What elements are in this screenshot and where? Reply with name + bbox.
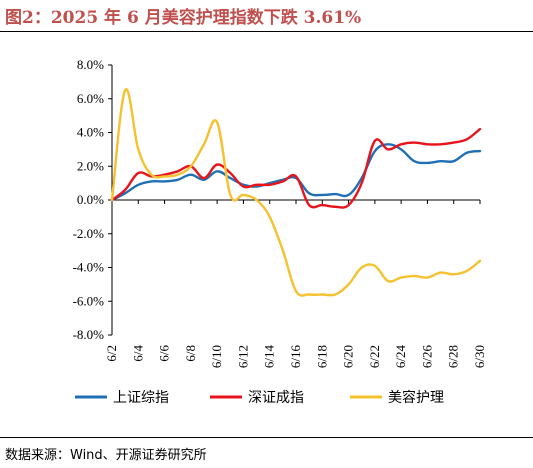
- y-tick-label: -6.0%: [73, 293, 105, 308]
- data-source: 数据来源：Wind、开源证券研究所: [5, 448, 207, 463]
- y-tick-label: 6.0%: [77, 91, 104, 106]
- y-tick-label: 2.0%: [77, 158, 104, 173]
- legend: 上证综指 深证成指 美容护理: [75, 389, 444, 406]
- x-tick-label: 6/2: [104, 345, 119, 362]
- series-line-1: [110, 143, 482, 202]
- x-tick-label: 6/4: [130, 345, 145, 362]
- legend-label: 深证成指: [248, 390, 304, 406]
- x-tick-label: 6/6: [157, 345, 172, 362]
- bottom-divider: [0, 437, 533, 438]
- y-tick-label: 0.0%: [77, 192, 104, 207]
- series-layer: [110, 88, 482, 297]
- x-axis: 6/2 6/4 6/6 6/8 6/10 6/12 6/14 6/16 6/18 6/20 6/22…: [104, 199, 487, 369]
- top-divider: [0, 31, 533, 32]
- x-tick-label: 6/26: [419, 345, 434, 369]
- x-tick-label: 6/22: [367, 345, 382, 368]
- x-tick-label: 6/28: [446, 345, 461, 368]
- legend-label: 美容护理: [388, 389, 444, 406]
- series-line-3: [110, 88, 482, 297]
- series-line-2: [110, 127, 482, 209]
- x-tick-label: 6/18: [314, 345, 329, 368]
- y-tick-label: -2.0%: [73, 226, 105, 241]
- y-tick-label: 4.0%: [77, 125, 104, 140]
- x-tick-label: 6/24: [393, 345, 408, 369]
- x-tick-label: 6/14: [262, 345, 277, 369]
- x-tick-label: 6/20: [341, 345, 356, 368]
- chart-title: 图2：2025 年 6 月美容护理指数下跌 3.61%: [5, 8, 362, 28]
- y-tick-label: 8.0%: [77, 57, 104, 72]
- x-tick-label: 6/16: [288, 345, 303, 369]
- x-tick-label: 6/12: [235, 345, 250, 368]
- y-axis: 8.0% 6.0% 4.0% 2.0% 0.0% -2.0% -4.0% -6.0% -8.0%: [73, 57, 113, 342]
- x-tick-label: 6/8: [183, 345, 198, 362]
- x-tick-label: 6/30: [472, 345, 487, 368]
- y-tick-label: -8.0%: [73, 327, 105, 342]
- x-tick-label: 6/10: [209, 345, 224, 368]
- y-tick-label: -4.0%: [73, 260, 105, 275]
- legend-label: 上证综指: [113, 390, 169, 406]
